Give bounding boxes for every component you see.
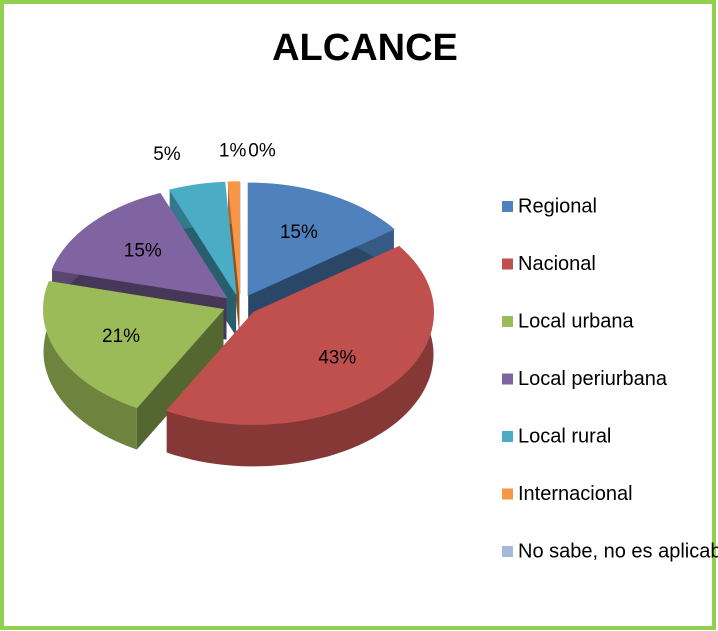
legend-label: Internacional — [518, 483, 633, 505]
legend-label: No sabe, no es aplicable — [518, 540, 718, 562]
slice-side — [166, 246, 434, 467]
legend-label: Local rural — [518, 425, 611, 447]
data-label: 15% — [280, 222, 318, 243]
legend-label: Local periurbana — [518, 368, 668, 390]
legend-swatch — [502, 546, 513, 557]
data-label: 15% — [124, 241, 162, 262]
legend-swatch — [502, 431, 513, 442]
data-label: 1% — [219, 141, 247, 162]
legend-swatch — [502, 258, 513, 270]
legend-swatch — [502, 488, 513, 500]
slice — [227, 181, 240, 294]
slice-side — [43, 281, 137, 450]
legend-swatch — [502, 201, 513, 212]
slice — [247, 182, 395, 296]
legend-swatch — [502, 316, 513, 327]
data-label: 0% — [248, 140, 276, 161]
chart-title: ALCANCE — [272, 27, 458, 69]
legend-label: Nacional — [518, 253, 596, 275]
slice — [165, 245, 435, 425]
legend-label: Local urbana — [518, 310, 635, 332]
slice — [169, 181, 237, 295]
data-label: 5% — [153, 144, 181, 165]
data-label: 21% — [102, 326, 140, 347]
slice — [42, 281, 225, 409]
legend-swatch — [502, 373, 513, 385]
legend-label: Regional — [518, 195, 597, 217]
data-label: 43% — [318, 347, 356, 368]
slice — [51, 192, 228, 299]
